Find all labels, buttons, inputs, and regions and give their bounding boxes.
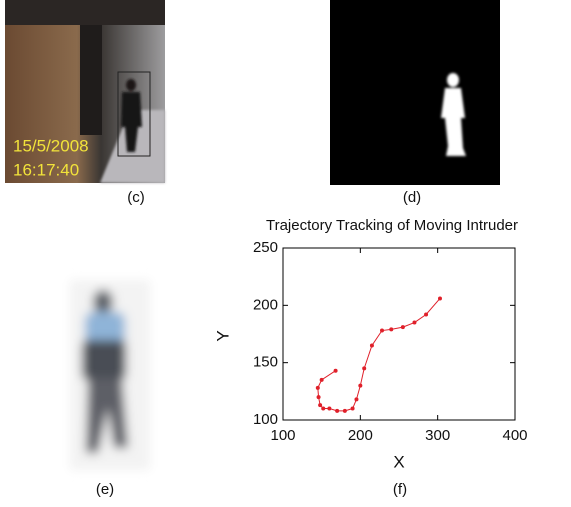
trajectory-point (424, 313, 428, 317)
photo-time: 16:17:40 (13, 160, 79, 179)
trajectory-point (343, 409, 347, 413)
photo-c: 15/5/2008 16:17:40 (5, 0, 165, 183)
x-tick-label: 200 (348, 427, 373, 444)
trajectory-point (380, 329, 384, 333)
y-tick-label: 200 (253, 296, 278, 313)
y-tick-label: 100 (253, 411, 278, 428)
panel-label: (d) (403, 189, 421, 206)
y-tick-label: 150 (253, 354, 278, 371)
trajectory-point (351, 407, 355, 411)
trajectory-point (401, 325, 405, 329)
panel-label: (c) (127, 189, 145, 206)
trajectory-point (370, 343, 374, 347)
trajectory-point (354, 397, 358, 401)
trajectory-point (317, 395, 321, 399)
x-tick-label: 300 (425, 427, 450, 444)
x-tick-label: 100 (270, 427, 295, 444)
mask-d (330, 0, 500, 185)
trajectory-point (316, 386, 320, 390)
trajectory-point (335, 409, 339, 413)
panel-label: (e) (96, 481, 114, 498)
crop-e (70, 280, 150, 470)
trajectory-point (412, 321, 416, 325)
x-tick-label: 400 (502, 427, 527, 444)
trajectory-point (318, 403, 322, 407)
trajectory-point (389, 327, 393, 331)
panel-label: (f) (393, 481, 407, 498)
trajectory-point (438, 296, 442, 300)
figure: 15/5/2008 16:17:40 (c) (d) (e) Trajector… (0, 0, 571, 502)
plot-frame (283, 248, 515, 420)
trajectory-point (334, 369, 338, 373)
trajectory-point (358, 384, 362, 388)
x-axis-label: X (393, 452, 404, 471)
trajectory-line (318, 298, 440, 410)
trajectory-point (362, 366, 366, 370)
photo-date: 15/5/2008 (13, 136, 89, 155)
trajectory-point (321, 407, 325, 411)
trajectory-point (320, 378, 324, 382)
trajectory-point (327, 407, 331, 411)
y-tick-label: 250 (253, 239, 278, 256)
y-axis-label: Y (213, 330, 232, 341)
chart-title: Trajectory Tracking of Moving Intruder (266, 217, 518, 234)
